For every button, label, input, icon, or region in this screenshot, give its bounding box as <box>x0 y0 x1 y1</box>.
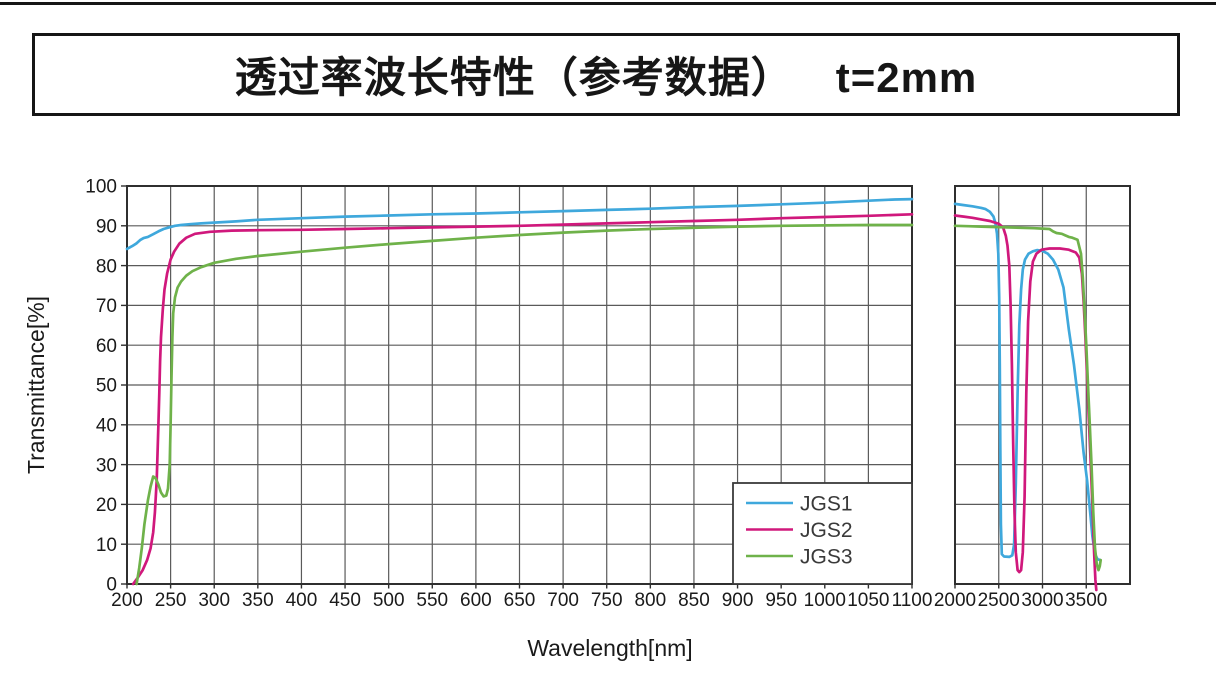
x-tick-label: 350 <box>242 590 274 611</box>
x-tick-label: 450 <box>329 590 361 611</box>
series-line-JGS1 <box>953 202 1102 562</box>
series-line-JGS3 <box>953 224 1103 572</box>
chart-title-box: 透过率波长特性（参考数据） t=2mm <box>32 33 1180 116</box>
y-tick-label: 70 <box>96 296 117 317</box>
x-tick-label: 3000 <box>1021 590 1063 611</box>
x-tick-label: 1100 <box>892 590 933 611</box>
chart-title-thickness: t=2mm <box>835 54 978 101</box>
y-tick-label: 10 <box>96 535 117 556</box>
x-tick-label: 200 <box>111 590 143 611</box>
x-tick-label: 1050 <box>847 590 889 611</box>
x-tick-label: 400 <box>286 590 318 611</box>
x-tick-label: 900 <box>722 590 754 611</box>
y-tick-label: 80 <box>96 256 117 277</box>
x-tick-label: 600 <box>460 590 492 611</box>
series-line-JGS2 <box>953 214 1098 592</box>
legend-label-JGS3: JGS3 <box>800 545 853 568</box>
x-tick-label: 250 <box>155 590 187 611</box>
y-tick-label: 100 <box>85 177 117 198</box>
legend-box <box>732 482 913 585</box>
chart-title-main: 透过率波长特性（参考数据） <box>234 54 794 101</box>
x-tick-label: 2500 <box>978 590 1020 611</box>
series-line-JGS3 <box>135 223 914 586</box>
y-tick-label: 0 <box>106 575 117 596</box>
top-rule <box>0 2 1216 5</box>
x-tick-label: 2000 <box>934 590 976 611</box>
x-tick-label: 3500 <box>1065 590 1107 611</box>
y-tick-label: 20 <box>96 495 117 516</box>
plot-border-uv-vis <box>126 185 913 585</box>
plot-border-ir <box>954 185 1131 585</box>
x-tick-label: 700 <box>547 590 579 611</box>
x-tick-label: 650 <box>504 590 536 611</box>
y-tick-label: 40 <box>96 415 117 436</box>
x-axis-title: Wavelength[nm] <box>527 635 692 661</box>
x-tick-label: 500 <box>373 590 405 611</box>
legend-label-JGS2: JGS2 <box>800 519 853 542</box>
x-tick-label: 800 <box>634 590 666 611</box>
x-tick-label: 850 <box>678 590 710 611</box>
chart-title: 透过率波长特性（参考数据） t=2mm <box>235 44 978 105</box>
x-tick-label: 550 <box>416 590 448 611</box>
y-tick-label: 60 <box>96 336 117 357</box>
x-tick-label: 950 <box>765 590 797 611</box>
x-tick-label: 750 <box>591 590 623 611</box>
series-line-JGS1 <box>125 197 914 251</box>
legend-label-JGS1: JGS1 <box>800 492 853 515</box>
series-line-JGS2 <box>131 212 914 586</box>
y-tick-label: 30 <box>96 455 117 476</box>
y-tick-label: 90 <box>96 216 117 237</box>
y-axis-title: Transmittance[%] <box>23 296 49 474</box>
y-tick-label: 50 <box>96 376 117 397</box>
x-tick-label: 300 <box>198 590 230 611</box>
x-tick-label: 1000 <box>804 590 846 611</box>
